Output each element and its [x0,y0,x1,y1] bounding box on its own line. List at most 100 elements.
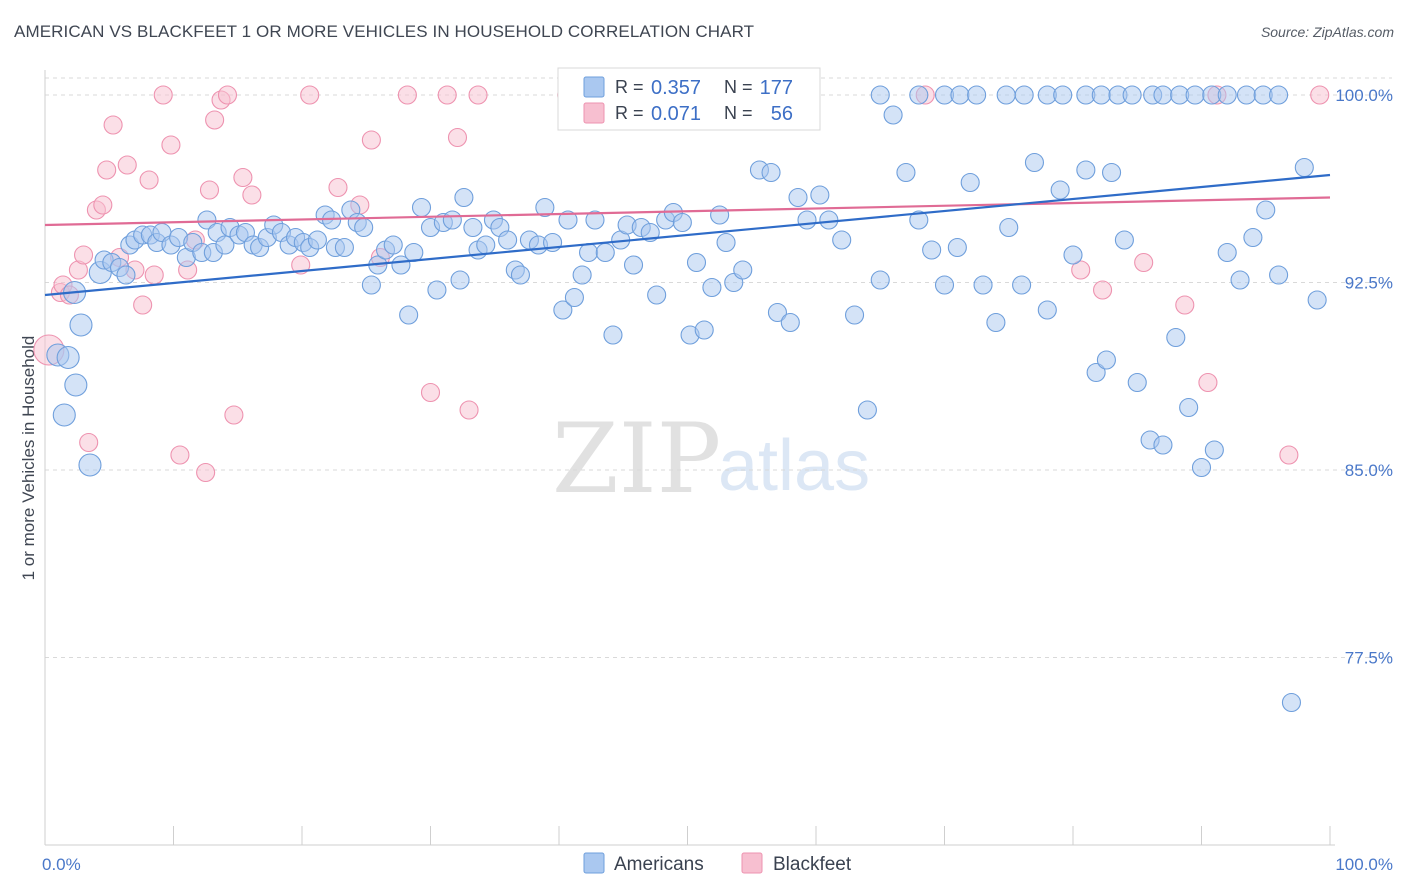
trend-lines [44,173,1331,297]
americans-point [535,197,555,218]
blackfeet-point [199,180,220,200]
americans-point [909,210,929,230]
legend-r-label-americans: R = [615,77,644,97]
blackfeet-point [217,85,238,105]
americans-point [564,287,584,308]
americans-point [623,255,644,275]
americans-point [767,302,788,323]
blackfeet-point [144,265,164,285]
chart-title: AMERICAN VS BLACKFEET 1 OR MORE VEHICLES… [14,22,755,41]
americans-point [595,242,615,263]
americans-point [1053,85,1073,105]
blackfeet-point [161,135,181,155]
americans-point [1217,85,1237,105]
americans-point [1281,692,1301,713]
blackfeet-point [437,85,457,105]
americans-point [999,217,1019,238]
legend-swatch-blackfeet [583,102,605,124]
legend-n-label-americans: N = [724,77,753,97]
americans-point [960,172,980,193]
americans-point [716,232,736,253]
blackfeet-point [1198,372,1218,393]
americans-point [1217,242,1237,263]
americans-point [686,252,707,273]
americans-point [1179,397,1199,418]
americans-trend-line [44,173,1331,297]
blackfeet-point [291,255,311,275]
americans-point [427,280,447,300]
americans-point [1230,270,1250,290]
y-tick-label: 100.0% [1335,86,1393,105]
americans-point [1243,227,1263,248]
blackfeet-point [1310,85,1330,105]
americans-point [442,210,462,230]
americans-point [52,403,76,427]
americans-point [450,270,470,290]
blackfeet-point [328,177,348,198]
blackfeet-point [1279,445,1299,465]
legend-n-value-blackfeet: 56 [771,103,793,125]
americans-point [870,85,890,105]
americans-point [404,242,424,263]
americans-point [553,300,573,320]
americans-point [788,187,808,208]
legend-n-label-blackfeet: N = [724,103,753,123]
americans-point [1024,152,1044,173]
americans-point [585,210,605,230]
axes [44,70,1335,846]
blackfeet-point [196,462,216,483]
americans-point [1086,362,1106,383]
americans-point [116,265,136,285]
americans-point [973,275,993,295]
americans-point [399,305,419,325]
americans-point [1256,200,1276,220]
americans-points [46,85,1327,713]
americans-point [761,162,781,183]
bottom-legend-swatch-blackfeet [741,852,763,874]
americans-point [1076,160,1096,180]
americans-point [672,212,692,233]
x-tick-label-min: 0.0% [42,855,81,874]
americans-point [603,325,623,345]
americans-point [56,345,80,370]
source-credit: Source: ZipAtlas.com [1260,24,1394,40]
y-tick-label: 92.5% [1345,274,1393,293]
legend-r-label-blackfeet: R = [615,103,644,123]
americans-point [572,265,592,285]
americans-point [307,230,327,250]
americans-point [934,275,955,295]
americans-point [1236,85,1257,105]
americans-point [996,85,1016,105]
y-tick-labels: 77.5% 85.0% 92.5% 100.0% [1335,86,1393,668]
americans-point [1269,265,1289,285]
americans-point [647,285,667,305]
americans-point [64,373,88,397]
legend-swatch-americans [583,76,605,98]
americans-point [454,187,474,208]
americans-point [1014,85,1034,105]
bottom-legend-swatch-americans [583,852,605,874]
americans-point [476,235,496,255]
blackfeet-point [153,85,173,105]
americans-point [579,242,599,263]
x-tick-label-max: 100.0% [1335,855,1393,874]
watermark: ZIP atlas [552,403,870,515]
americans-point [1191,457,1212,478]
watermark-atlas: atlas [718,426,870,506]
americans-point [1127,372,1147,393]
americans-point [1204,440,1224,460]
blackfeet-point [133,295,153,315]
americans-point [558,210,578,230]
blackfeet-point [1071,260,1091,280]
americans-point [694,320,714,340]
americans-point [197,210,217,230]
watermark-zip: ZIP [552,403,721,515]
americans-point [1012,275,1032,295]
y-tick-label: 85.0% [1345,461,1393,480]
americans-point [819,210,839,230]
blackfeet-point [459,400,479,420]
americans-point [780,312,800,333]
americans-point [1050,180,1070,200]
americans-point [733,260,753,280]
legend-n-value-americans: 177 [760,77,793,99]
